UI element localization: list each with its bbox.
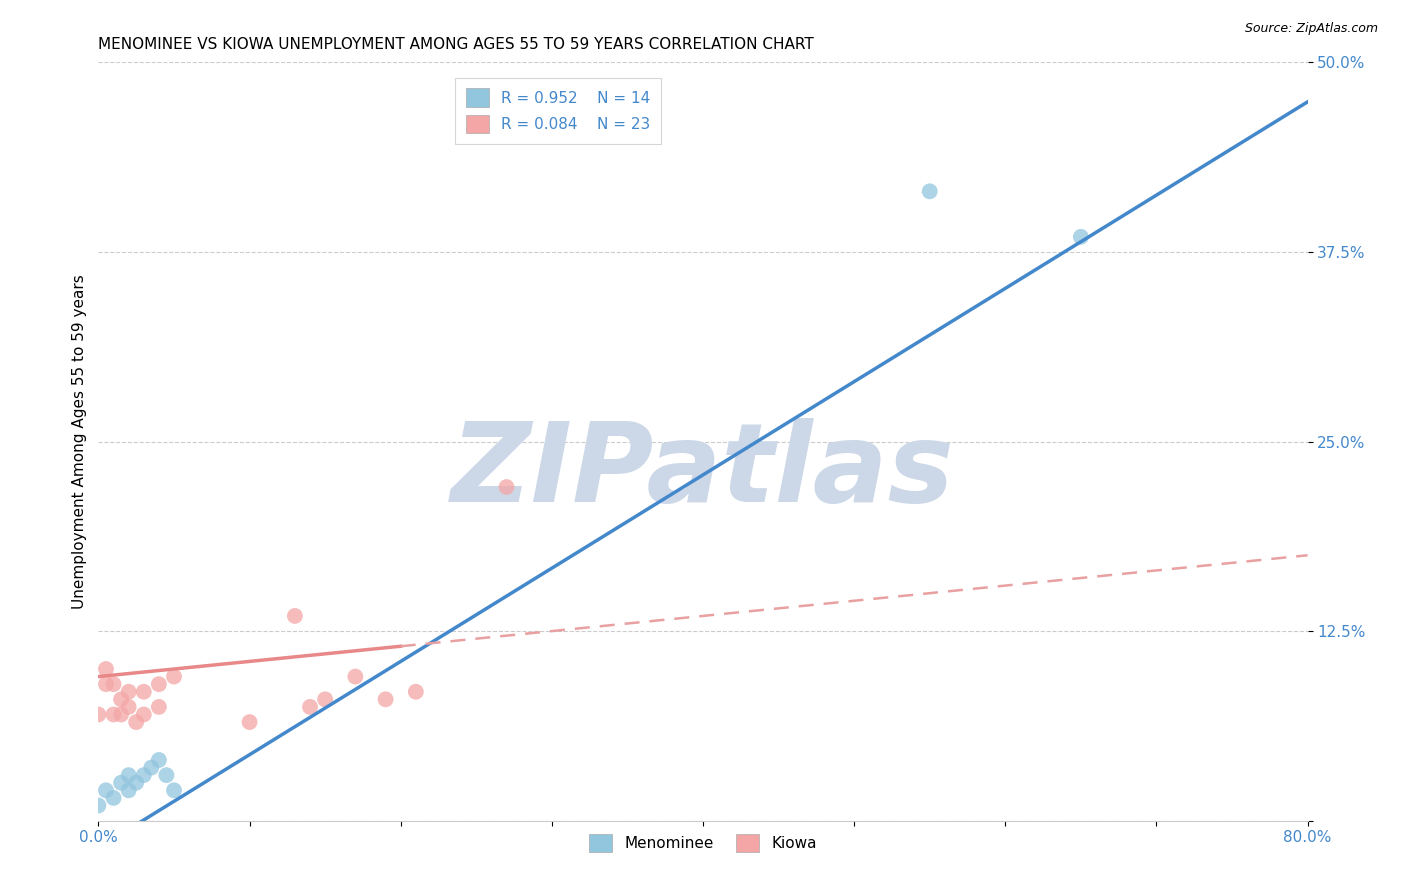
Point: [918, 184, 941, 198]
Point: [110, 692, 132, 706]
Point: [239, 715, 262, 730]
Point: [110, 776, 132, 790]
Text: MENOMINEE VS KIOWA UNEMPLOYMENT AMONG AGES 55 TO 59 YEARS CORRELATION CHART: MENOMINEE VS KIOWA UNEMPLOYMENT AMONG AG…: [98, 37, 814, 52]
Point: [299, 699, 322, 714]
Point: [87, 707, 110, 722]
Point: [148, 753, 170, 767]
Point: [125, 715, 148, 730]
Point: [110, 707, 132, 722]
Point: [118, 768, 141, 782]
Point: [405, 685, 427, 699]
Point: [103, 677, 125, 691]
Y-axis label: Unemployment Among Ages 55 to 59 years: Unemployment Among Ages 55 to 59 years: [72, 274, 87, 609]
Point: [103, 707, 125, 722]
Point: [103, 791, 125, 805]
Point: [148, 699, 170, 714]
Point: [314, 692, 336, 706]
Text: Source: ZipAtlas.com: Source: ZipAtlas.com: [1244, 22, 1378, 36]
Point: [118, 685, 141, 699]
Point: [132, 685, 155, 699]
Point: [163, 669, 186, 683]
Point: [118, 783, 141, 797]
Point: [495, 480, 517, 494]
Point: [87, 798, 110, 813]
Point: [94, 677, 117, 691]
Point: [141, 760, 163, 774]
Point: [125, 776, 148, 790]
Point: [148, 677, 170, 691]
Point: [94, 783, 117, 797]
Legend: Menominee, Kiowa: Menominee, Kiowa: [583, 828, 823, 858]
Point: [132, 707, 155, 722]
Point: [284, 608, 307, 623]
Point: [94, 662, 117, 676]
Point: [155, 768, 177, 782]
Point: [1070, 229, 1092, 244]
Point: [163, 783, 186, 797]
Text: ZIPatlas: ZIPatlas: [451, 418, 955, 525]
Point: [374, 692, 396, 706]
Point: [344, 669, 367, 683]
Point: [132, 768, 155, 782]
Point: [118, 699, 141, 714]
